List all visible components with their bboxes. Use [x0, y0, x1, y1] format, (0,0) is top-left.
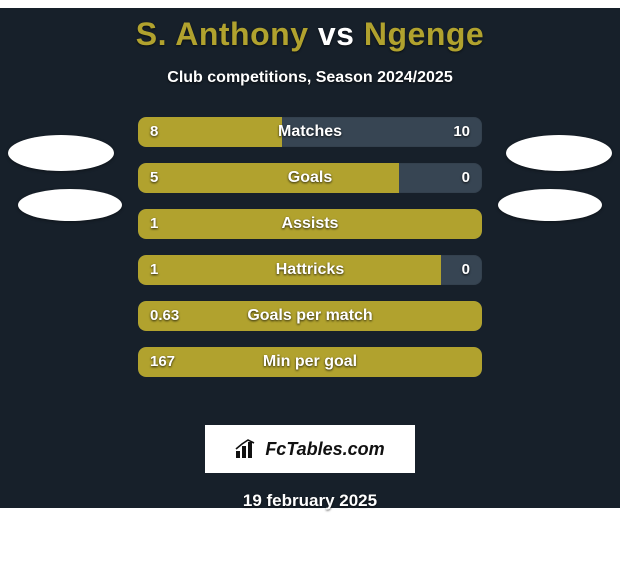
stat-row: Goals per match0.63: [138, 301, 482, 331]
stat-label: Hattricks: [138, 255, 482, 285]
stat-label: Assists: [138, 209, 482, 239]
title-player-left: S. Anthony: [136, 16, 309, 52]
stat-value-left: 1: [150, 255, 158, 285]
stat-value-left: 0.63: [150, 301, 179, 331]
stat-value-left: 8: [150, 117, 158, 147]
stat-label: Goals per match: [138, 301, 482, 331]
stat-value-left: 1: [150, 209, 158, 239]
stat-bars: Matches810Goals50Assists1Hattricks10Goal…: [138, 117, 482, 393]
avatar-left-2: [18, 189, 122, 221]
card-inner: S. Anthony vs Ngenge Club competitions, …: [0, 8, 620, 508]
brand-box[interactable]: FcTables.com: [205, 425, 415, 473]
page-title: S. Anthony vs Ngenge: [0, 8, 620, 53]
stat-value-right: 0: [462, 255, 470, 285]
brand-text: FcTables.com: [265, 439, 384, 460]
stat-row: Goals5 0: [138, 163, 482, 193]
avatar-right-1: [506, 135, 612, 171]
stat-value-left: 5: [150, 163, 158, 193]
title-vs: vs: [318, 16, 355, 52]
date-text: 19 february 2025: [0, 491, 620, 511]
comparison-card: S. Anthony vs Ngenge Club competitions, …: [0, 0, 620, 580]
stat-label: Min per goal: [138, 347, 482, 377]
stat-row: Min per goal167: [138, 347, 482, 377]
stat-value-right: 10: [453, 117, 470, 147]
stat-label: Matches: [138, 117, 482, 147]
title-player-right: Ngenge: [364, 16, 484, 52]
stat-row: Assists1: [138, 209, 482, 239]
content-area: Matches810Goals50Assists1Hattricks10Goal…: [0, 117, 620, 417]
stat-value-right: 0: [462, 163, 470, 193]
avatar-left-1: [8, 135, 114, 171]
brand-chart-icon: [235, 439, 259, 459]
stat-row: Matches8 10: [138, 117, 482, 147]
stat-label: Goals: [138, 163, 482, 193]
avatar-right-2: [498, 189, 602, 221]
stat-value-left: 167: [150, 347, 175, 377]
stat-row: Hattricks1 0: [138, 255, 482, 285]
subtitle: Club competitions, Season 2024/2025: [0, 69, 620, 87]
